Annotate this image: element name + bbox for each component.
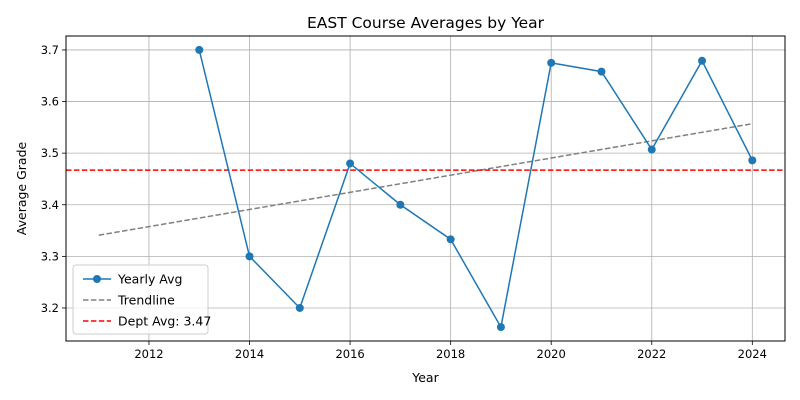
yearly-avg-point-2013 [195, 45, 204, 54]
yearly-avg-point-2022 [647, 145, 656, 154]
y-axis-ticks: 3.2 3.3 3.4 3.5 3.6 3.7 [41, 43, 66, 315]
chart-title: EAST Course Averages by Year [307, 14, 545, 32]
grid-lines [66, 36, 785, 341]
series-layer [66, 45, 785, 332]
y-tick-label: 3.6 [41, 95, 59, 109]
legend-label-yearly-avg: Yearly Avg [117, 272, 182, 287]
y-tick-label: 3.2 [41, 301, 59, 315]
x-axis-label: Year [411, 370, 439, 385]
y-tick-label: 3.4 [41, 198, 59, 212]
yearly-avg-point-2021 [597, 67, 606, 76]
yearly-avg-line [198, 49, 753, 330]
x-tick-label: 2012 [134, 347, 163, 361]
y-axis-label: Average Grade [14, 141, 29, 235]
legend: Yearly Avg Trendline Dept Avg: 3.47 [72, 264, 211, 335]
yearly-avg-point-2024 [748, 156, 757, 165]
y-tick-label: 3.3 [41, 249, 59, 263]
x-tick-label: 2014 [235, 347, 264, 361]
yearly-avg-point-2015 [295, 303, 304, 312]
yearly-avg-point-2020 [547, 58, 556, 67]
legend-label-dept-avg: Dept Avg: 3.47 [118, 314, 211, 329]
x-axis-ticks: 2012 2014 2016 2018 2020 2022 2024 [134, 341, 767, 361]
legend-box [72, 264, 209, 335]
yearly-avg-point-2014 [245, 252, 254, 261]
x-tick-label: 2018 [436, 347, 465, 361]
yearly-avg-point-2019 [496, 323, 505, 332]
yearly-avg-point-2016 [346, 159, 355, 168]
x-tick-label: 2016 [335, 347, 364, 361]
y-tick-label: 3.7 [41, 43, 59, 57]
yearly-avg-point-2018 [446, 235, 455, 244]
plot-frame [65, 35, 786, 342]
legend-marker-yearly-avg [93, 275, 101, 283]
x-tick-label: 2022 [637, 347, 666, 361]
legend-label-trendline: Trendline [117, 293, 175, 308]
x-tick-label: 2020 [537, 347, 566, 361]
yearly-avg-point-2023 [698, 56, 707, 65]
y-tick-label: 3.5 [41, 146, 59, 160]
yearly-avg-point-2017 [396, 200, 405, 209]
x-tick-label: 2024 [738, 347, 767, 361]
